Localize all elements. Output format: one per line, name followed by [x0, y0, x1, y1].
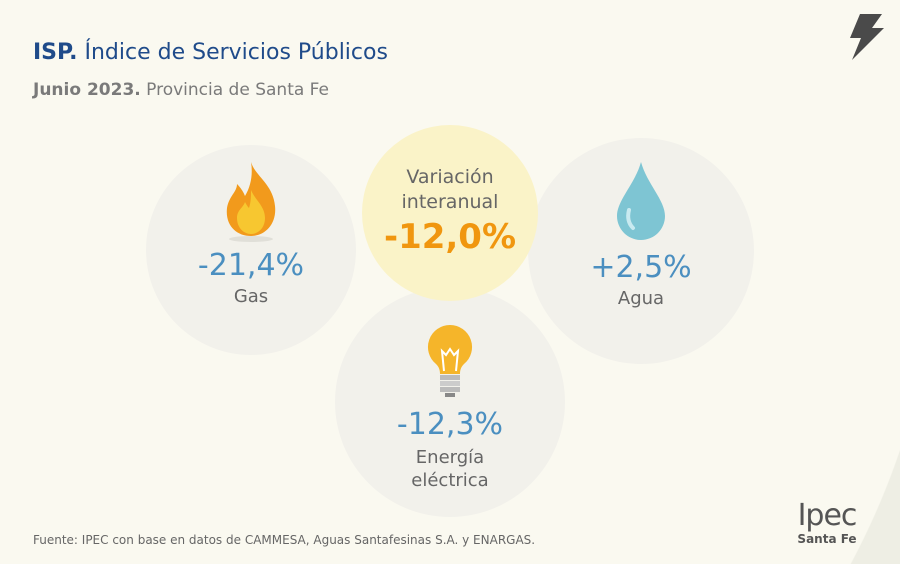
light-bulb-icon: [427, 324, 473, 397]
subtitle-text: Provincia de Santa Fe: [140, 80, 329, 100]
flame-icon: [226, 162, 276, 242]
energia-label-2: eléctrica: [411, 470, 489, 491]
page-subtitle: Junio 2023. Provincia de Santa Fe: [33, 80, 329, 100]
energia-value: -12,3%: [396, 407, 504, 442]
logo-name: Ipec: [797, 498, 858, 533]
lightning-icon: [850, 14, 884, 60]
subtitle-bold: Junio 2023.: [33, 80, 141, 100]
ipec-logo: Ipec Santa Fe: [782, 498, 872, 547]
gas-value: -21,4%: [197, 248, 305, 283]
source-note: Fuente: IPEC con base en datos de CAMMES…: [33, 533, 536, 547]
water-drop-icon: [617, 162, 665, 240]
agua-value: +2,5%: [590, 250, 692, 285]
agua-card: +2,5% Agua: [528, 138, 754, 364]
energia-card: -12,3% Energía eléctrica: [335, 287, 565, 517]
total-label-1: Variación: [406, 166, 494, 188]
title-bold: ISP.: [33, 40, 78, 65]
title-text: Índice de Servicios Públicos: [77, 40, 388, 65]
page-title: ISP. Índice de Servicios Públicos: [33, 40, 388, 65]
gas-label: Gas: [233, 286, 269, 307]
total-label-2: interanual: [401, 191, 499, 213]
total-card: Variación interanual -12,0%: [362, 125, 538, 301]
agua-label: Agua: [617, 288, 665, 309]
total-value: -12,0%: [383, 217, 517, 257]
energia-label-1: Energía: [415, 447, 485, 468]
logo-region: Santa Fe: [797, 532, 857, 546]
gas-card: -21,4% Gas: [146, 145, 356, 355]
